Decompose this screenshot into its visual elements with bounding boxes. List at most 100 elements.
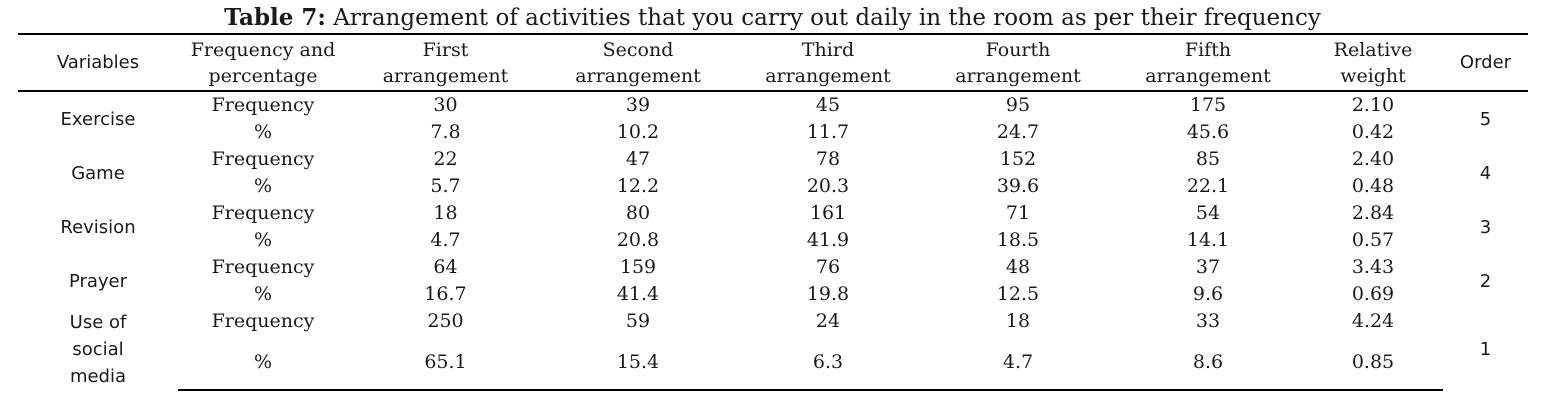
cell-value: 45.6 [1186,121,1230,143]
table-row-social-media-frequency: Use of social media Frequency 250 59 24 … [18,308,1528,387]
variable-exercise: Exercise [60,108,136,130]
row-label-frequency: Frequency [211,94,315,116]
header-fifth-arrangement: Fifth arrangement [1145,38,1271,87]
table-row-exercise-percent: % 7.8 10.2 11.7 24.7 45.6 0.42 [18,119,1528,146]
activities-table: Variables Frequency and percentage First a… [18,33,1528,391]
cell-value: 95 [1005,94,1031,116]
table-caption: Table 7: Arrangement of activities that … [0,4,1545,32]
cell-value: 45 [815,94,841,116]
row-label-percent: % [253,229,273,251]
cell-value: 80 [625,202,651,224]
cell-value: 12.5 [996,283,1040,305]
caption-label: Table 7: [224,4,326,31]
cell-relative-weight: 3.43 [1351,256,1395,278]
header-fourth-arrangement: Fourth arrangement [955,38,1081,87]
cell-relative-weight: 0.85 [1303,335,1443,391]
cell-relative-weight: 2.40 [1351,148,1395,170]
cell-value: 76 [815,256,841,278]
header-first-arrangement: First arrangement [382,38,509,87]
cell-value: 22 [433,148,458,170]
cell-value: 11.7 [806,121,850,143]
cell-value: 16.7 [424,283,467,305]
cell-value: 12.2 [616,175,660,197]
cell-value: 5.7 [430,175,461,197]
table-row-game-percent: % 5.7 12.2 20.3 39.6 22.1 0.48 [18,173,1528,200]
cell-value: 15.4 [543,335,733,391]
cell-value: 71 [1005,202,1031,224]
cell-value: 22.1 [1186,175,1230,197]
cell-value: 64 [433,256,458,278]
row-label-percent: % [253,121,273,143]
cell-value: 4.7 [923,335,1113,391]
cell-relative-weight: 0.42 [1351,121,1395,143]
cell-value: 41.4 [616,283,660,305]
row-label-frequency: Frequency [211,148,315,170]
cell-relative-weight: 4.24 [1351,310,1395,332]
table-container: Variables Frequency and percentage First a… [18,33,1528,391]
order-game: 4 [1479,162,1492,184]
cell-value: 159 [619,256,657,278]
cell-value: 161 [809,202,847,224]
variable-revision: Revision [60,216,136,238]
cell-value: 10.2 [616,121,660,143]
table-row-prayer-percent: % 16.7 41.4 19.8 12.5 9.6 0.69 [18,281,1528,308]
cell-value: 8.6 [1113,335,1303,391]
row-label-frequency: Frequency [211,256,315,278]
cell-value: 18.5 [996,229,1040,251]
cell-value: 6.3 [733,335,923,391]
header-row: Variables Frequency and percentage First a… [18,34,1528,91]
table-row-revision-percent: % 4.7 20.8 41.9 18.5 14.1 0.57 [18,227,1528,254]
cell-value: 20.8 [616,229,660,251]
cell-value: 175 [1189,94,1227,116]
cell-value: 14.1 [1186,229,1230,251]
cell-value: 9.6 [1192,283,1224,305]
table-row-revision-frequency: Revision Frequency 18 80 161 71 54 2.84 … [18,200,1528,238]
cell-value: 250 [427,310,464,332]
header-relative-weight: Relative weight [1333,38,1413,87]
cell-value: 39.6 [996,175,1040,197]
row-label-frequency: Frequency [211,202,315,224]
order-social-media: 1 [1479,338,1492,360]
cell-value: 18 [1005,310,1031,332]
header-frequency-percentage: Frequency and percentage [190,38,336,87]
cell-value: 152 [999,148,1037,170]
cell-value: 19.8 [806,283,850,305]
cell-relative-weight: 0.69 [1351,283,1395,305]
variable-social-media: Use of social media [18,308,178,390]
cell-value: 33 [1195,310,1221,332]
row-label-frequency: Frequency [211,310,315,332]
caption-text: Arrangement of activities that you carry… [333,5,1321,31]
cell-value: 24.7 [996,121,1040,143]
order-exercise: 5 [1479,108,1492,130]
cell-value: 18 [433,202,458,224]
header-third-arrangement: Third arrangement [765,38,891,87]
cell-value: 41.9 [806,229,850,251]
variable-line: media [69,365,127,387]
cell-value: 78 [815,148,841,170]
header-variables: Variables [56,51,140,73]
variable-prayer: Prayer [68,270,128,292]
cell-value: 7.8 [430,121,461,143]
variable-line: Use of [69,311,127,333]
cell-value: 20.3 [806,175,850,197]
row-label-percent: % [253,175,273,197]
cell-relative-weight: 0.48 [1351,175,1395,197]
cell-value: 39 [625,94,651,116]
cell-value: 4.7 [430,229,461,251]
row-label-percent: % [253,283,273,305]
cell-value: 65.1 [348,335,543,391]
row-label-percent: % [178,335,348,391]
cell-value: 24 [815,310,841,332]
header-second-arrangement: Second arrangement [575,38,701,87]
cell-value: 47 [625,148,651,170]
cell-relative-weight: 2.10 [1351,94,1395,116]
header-order: Order [1459,51,1512,73]
table-row-game-frequency: Game Frequency 22 47 78 152 85 2.40 4 [18,146,1528,184]
cell-value: 48 [1005,256,1031,278]
cell-value: 59 [625,310,651,332]
order-revision: 3 [1479,216,1492,238]
table-row-prayer-frequency: Prayer Frequency 64 159 76 48 37 3.43 2 [18,254,1528,292]
cell-value: 30 [433,94,458,116]
cell-relative-weight: 0.57 [1351,229,1395,251]
variable-line: social [72,338,124,360]
